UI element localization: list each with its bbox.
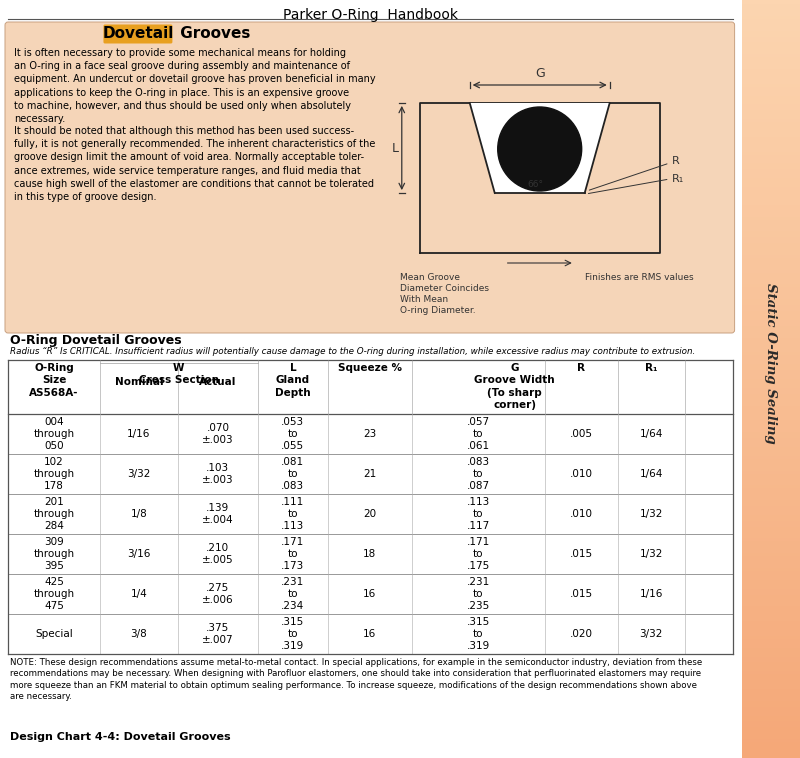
Text: .005: .005: [570, 429, 593, 439]
Text: .111
to
.113: .111 to .113: [282, 496, 305, 531]
Text: 1/32: 1/32: [639, 509, 663, 519]
Text: 201
through
284: 201 through 284: [34, 496, 74, 531]
Text: 102
through
178: 102 through 178: [34, 456, 74, 491]
Text: .057
to
.061: .057 to .061: [466, 417, 490, 452]
Text: .139
±.004: .139 ±.004: [202, 503, 234, 525]
Text: Radius “R” Is CRITICAL. Insufficient radius will potentially cause damage to the: Radius “R” Is CRITICAL. Insufficient rad…: [10, 347, 695, 356]
Text: .083
to
.087: .083 to .087: [466, 456, 490, 491]
Text: .171
to
.175: .171 to .175: [466, 537, 490, 572]
Text: Grooves: Grooves: [175, 27, 250, 42]
FancyBboxPatch shape: [103, 24, 173, 43]
Text: 3/32: 3/32: [639, 629, 663, 639]
Text: 1/8: 1/8: [130, 509, 147, 519]
Text: .315
to
.319: .315 to .319: [282, 616, 305, 651]
Text: 1/32: 1/32: [639, 549, 663, 559]
Text: Nominal: Nominal: [114, 377, 163, 387]
Text: 66°: 66°: [528, 180, 544, 189]
Text: .015: .015: [570, 549, 593, 559]
Text: .010: .010: [570, 509, 593, 519]
Polygon shape: [470, 103, 610, 193]
Text: .231
to
.234: .231 to .234: [282, 577, 305, 612]
Text: Static O-Ring Sealing: Static O-Ring Sealing: [764, 283, 778, 444]
Text: 3/16: 3/16: [127, 549, 150, 559]
Text: .375
±.007: .375 ±.007: [202, 623, 234, 645]
Text: .015: .015: [570, 589, 593, 599]
Text: NOTE: These design recommendations assume metal-to-metal contact. In special app: NOTE: These design recommendations assum…: [10, 658, 702, 701]
Text: 18: 18: [363, 549, 377, 559]
Text: .053
to
.055: .053 to .055: [282, 417, 305, 452]
Text: 16: 16: [363, 589, 377, 599]
Text: 309
through
395: 309 through 395: [34, 537, 74, 572]
Text: .210
±.005: .210 ±.005: [202, 543, 234, 565]
Text: .231
to
.235: .231 to .235: [466, 577, 490, 612]
Text: .010: .010: [570, 469, 593, 479]
Text: Design Chart 4-4: Dovetail Grooves: Design Chart 4-4: Dovetail Grooves: [10, 732, 230, 742]
Text: Mean Groove
Diameter Coincides
With Mean
O-ring Diameter.: Mean Groove Diameter Coincides With Mean…: [400, 273, 489, 315]
Text: .020: .020: [570, 629, 593, 639]
FancyBboxPatch shape: [5, 22, 734, 333]
Text: 1/16: 1/16: [639, 589, 663, 599]
Text: 21: 21: [363, 469, 377, 479]
Text: G: G: [535, 67, 545, 80]
Text: .081
to
.083: .081 to .083: [282, 456, 305, 491]
Text: It should be noted that although this method has been used success-
fully, it is: It should be noted that although this me…: [14, 126, 375, 202]
Text: It is often necessary to provide some mechanical means for holding
an O-ring in : It is often necessary to provide some me…: [14, 48, 376, 124]
Text: Squeeze %: Squeeze %: [338, 363, 402, 373]
Circle shape: [498, 107, 582, 191]
Text: Actual: Actual: [199, 377, 237, 387]
Text: 1/64: 1/64: [639, 469, 663, 479]
Text: 23: 23: [363, 429, 377, 439]
Text: .275
±.006: .275 ±.006: [202, 583, 234, 605]
Text: 16: 16: [363, 629, 377, 639]
Text: R: R: [672, 156, 679, 166]
Text: R: R: [577, 363, 585, 373]
Text: 1/16: 1/16: [127, 429, 150, 439]
Text: Special: Special: [35, 629, 73, 639]
Text: .070
±.003: .070 ±.003: [202, 423, 234, 445]
Text: .315
to
.319: .315 to .319: [466, 616, 490, 651]
Text: O-Ring
Size
AS568A-: O-Ring Size AS568A-: [30, 363, 78, 398]
Text: O-Ring Dovetail Grooves: O-Ring Dovetail Grooves: [10, 334, 182, 347]
Text: R₁: R₁: [672, 174, 684, 184]
Text: Finishes are RMS values: Finishes are RMS values: [585, 273, 694, 282]
Text: Dovetail: Dovetail: [102, 27, 174, 42]
Text: 1/64: 1/64: [639, 429, 663, 439]
Text: 1/4: 1/4: [130, 589, 147, 599]
Text: .171
to
.173: .171 to .173: [282, 537, 305, 572]
Text: .103
±.003: .103 ±.003: [202, 463, 234, 485]
Text: 425
through
475: 425 through 475: [34, 577, 74, 612]
Text: R₁: R₁: [645, 363, 658, 373]
Text: G
Groove Width
(To sharp
corner): G Groove Width (To sharp corner): [474, 363, 555, 410]
Text: 004
through
050: 004 through 050: [34, 417, 74, 452]
Text: 3/32: 3/32: [127, 469, 150, 479]
Text: 20: 20: [363, 509, 376, 519]
Text: 3/8: 3/8: [130, 629, 147, 639]
Text: L: L: [391, 142, 398, 155]
Text: Parker O-Ring  Handbook: Parker O-Ring Handbook: [283, 8, 458, 22]
Text: .113
to
.117: .113 to .117: [466, 496, 490, 531]
Text: L
Gland
Depth: L Gland Depth: [275, 363, 310, 398]
Text: W
Cross Section: W Cross Section: [139, 363, 219, 385]
